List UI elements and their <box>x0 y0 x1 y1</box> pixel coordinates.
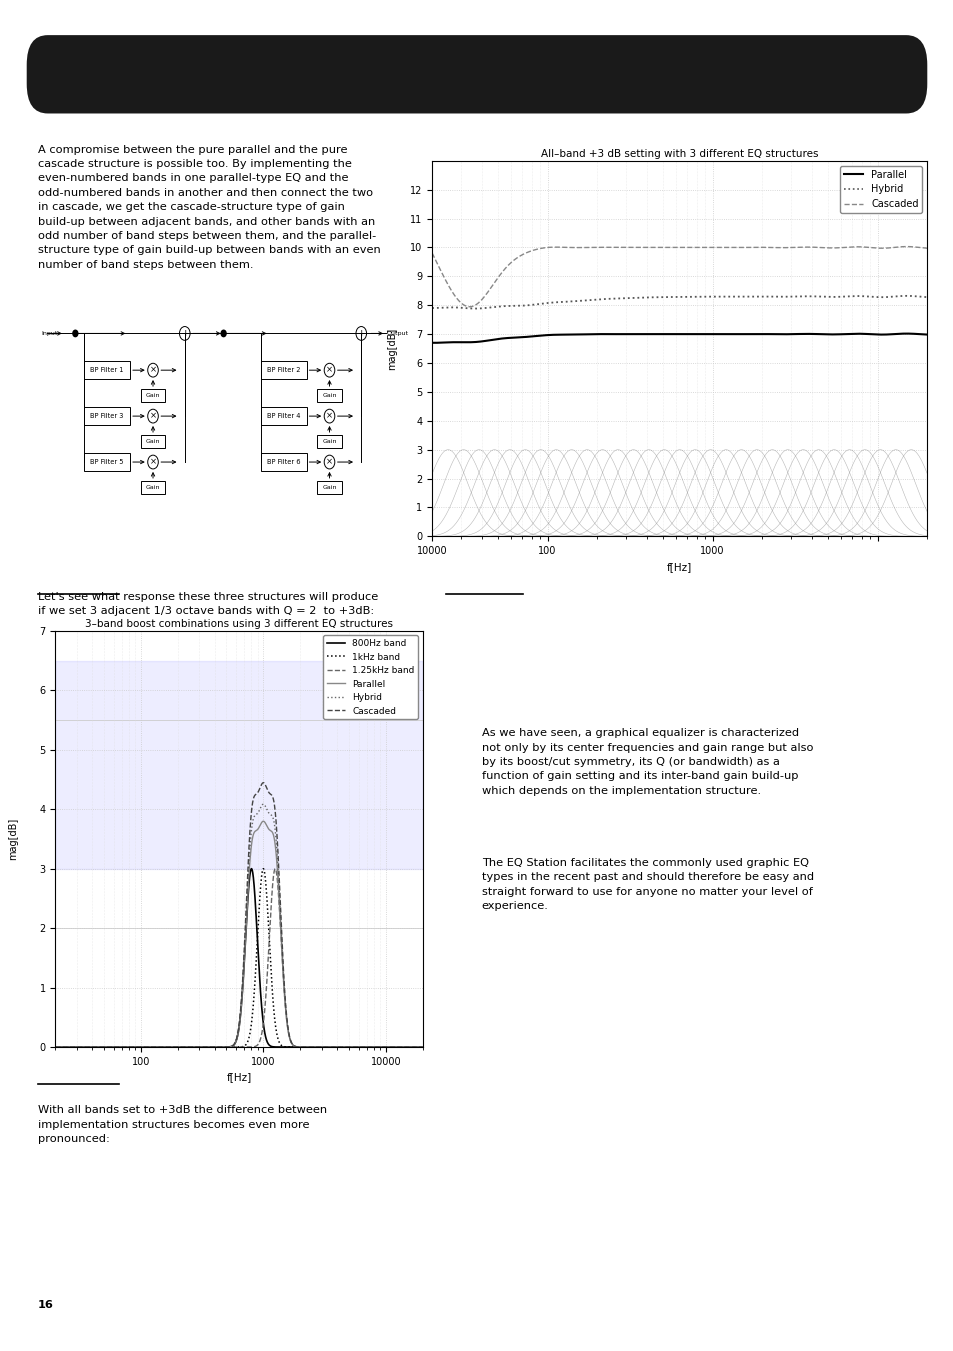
Text: With all bands set to +3dB the difference between
implementation structures beco: With all bands set to +3dB the differenc… <box>38 1105 327 1144</box>
Y-axis label: mag[dB]: mag[dB] <box>387 327 397 370</box>
X-axis label: f[Hz]: f[Hz] <box>666 562 692 571</box>
Text: ×: × <box>150 366 156 374</box>
FancyBboxPatch shape <box>316 481 341 493</box>
Text: Output: Output <box>386 331 408 336</box>
FancyBboxPatch shape <box>84 454 130 470</box>
Text: ×: × <box>150 458 156 466</box>
Legend: Parallel, Hybrid, Cascaded: Parallel, Hybrid, Cascaded <box>839 166 922 213</box>
Text: BP Filter 3: BP Filter 3 <box>91 413 124 419</box>
Text: Input: Input <box>42 331 58 336</box>
Circle shape <box>221 330 226 336</box>
Text: +: + <box>181 328 189 338</box>
Title: 3–band boost combinations using 3 different EQ structures: 3–band boost combinations using 3 differ… <box>85 619 393 628</box>
FancyBboxPatch shape <box>27 35 926 113</box>
Text: Gain: Gain <box>146 485 160 490</box>
Y-axis label: mag[dB]: mag[dB] <box>9 817 18 861</box>
Text: ×: × <box>326 412 333 420</box>
Title: All–band +3 dB setting with 3 different EQ structures: All–band +3 dB setting with 3 different … <box>540 149 818 158</box>
FancyBboxPatch shape <box>316 389 341 401</box>
FancyBboxPatch shape <box>84 408 130 424</box>
Text: +: + <box>357 328 365 338</box>
Text: Gain: Gain <box>322 393 336 399</box>
Text: As we have seen, a graphical equalizer is characterized
not only by its center f: As we have seen, a graphical equalizer i… <box>481 728 812 796</box>
Bar <box>55 661 422 869</box>
FancyBboxPatch shape <box>140 481 165 493</box>
Text: The EQ Station facilitates the commonly used graphic EQ
types in the recent past: The EQ Station facilitates the commonly … <box>481 858 813 911</box>
Text: BP Filter 4: BP Filter 4 <box>267 413 300 419</box>
FancyBboxPatch shape <box>140 435 165 447</box>
Text: Let's see what response these three structures will produce
if we set 3 adjacent: Let's see what response these three stru… <box>38 592 378 616</box>
Text: A compromise between the pure parallel and the pure
cascade structure is possibl: A compromise between the pure parallel a… <box>38 145 380 270</box>
Legend: 800Hz band, 1kHz band, 1.25kHz band, Parallel, Hybrid, Cascaded: 800Hz band, 1kHz band, 1.25kHz band, Par… <box>323 635 417 719</box>
FancyBboxPatch shape <box>260 408 306 424</box>
Text: ×: × <box>150 412 156 420</box>
Text: BP Filter 1: BP Filter 1 <box>91 367 124 373</box>
Circle shape <box>72 330 78 336</box>
FancyBboxPatch shape <box>84 362 130 378</box>
Text: Gain: Gain <box>322 439 336 444</box>
Text: 16: 16 <box>38 1301 54 1310</box>
Text: Gain: Gain <box>146 393 160 399</box>
Text: BP Filter 6: BP Filter 6 <box>267 459 300 465</box>
FancyBboxPatch shape <box>316 435 341 447</box>
FancyBboxPatch shape <box>140 389 165 401</box>
Text: ×: × <box>326 366 333 374</box>
FancyBboxPatch shape <box>260 362 306 378</box>
Text: BP Filter 2: BP Filter 2 <box>267 367 300 373</box>
Text: Gain: Gain <box>322 485 336 490</box>
Text: BP Filter 5: BP Filter 5 <box>91 459 124 465</box>
Text: ×: × <box>326 458 333 466</box>
Text: Gain: Gain <box>146 439 160 444</box>
FancyBboxPatch shape <box>260 454 306 470</box>
X-axis label: f[Hz]: f[Hz] <box>226 1073 252 1082</box>
